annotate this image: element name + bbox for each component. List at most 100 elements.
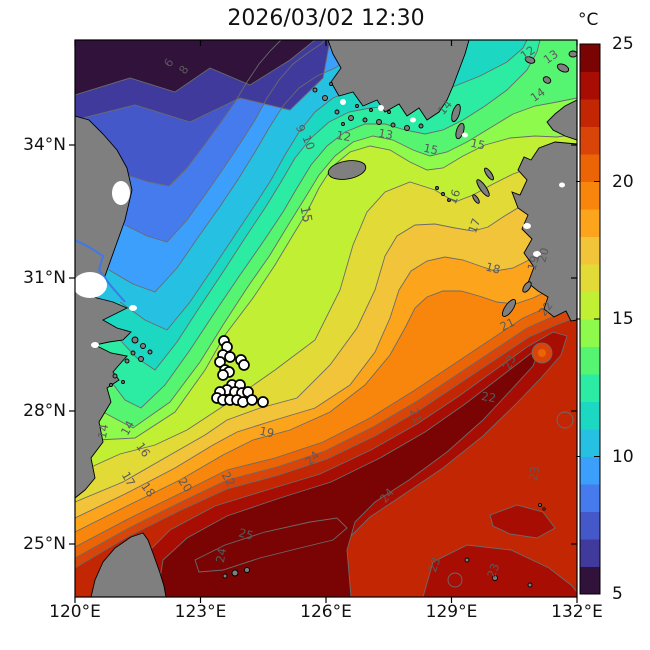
islet [390,122,396,128]
land-china [75,115,133,499]
isotherm-20 [75,297,577,548]
island-goto-2 [484,167,494,181]
y-tick-label: 28°N [23,401,66,421]
islet [138,356,144,362]
isotherm-21 [75,307,577,559]
islet [355,104,359,108]
buoy-marker [238,359,250,371]
land-taiwan [90,532,167,597]
isotherm-22 [75,316,577,569]
contour-label: 19 [258,424,275,441]
contour-label: 18 [484,259,502,276]
contour-label: 19 [524,254,541,272]
islet [121,380,125,384]
islet [538,503,542,507]
contour-label: 23 [500,353,519,372]
buoy-marker [217,369,229,381]
colorbar-tick-label: 25 [612,34,634,54]
land-honshu [546,99,577,141]
contour-label: 17 [119,469,138,489]
islet [369,108,373,112]
colorbar-unit-label: °C [578,10,599,30]
isotherm-25 [194,517,348,573]
islet [130,350,136,356]
y-tick-label: 25°N [23,534,66,554]
island-jeju [327,160,367,180]
isotherm-7 [75,40,331,123]
land-layer [75,40,577,597]
islet [131,336,139,344]
contour-label: 16 [445,187,463,206]
yangtze-river [75,239,126,303]
islet [441,192,445,196]
colorbar-tick-label: 10 [612,446,634,467]
island-goto-1 [476,179,490,197]
island-oki-3 [556,63,570,73]
contour-label: 13 [541,47,561,67]
islet [312,87,318,93]
islet [124,358,130,364]
island-okinawa [501,299,517,317]
isotherm-12 [119,40,528,371]
contour-lines [75,40,577,588]
contour-label: 23 [425,555,443,574]
x-tick-label: 132°E [551,602,603,622]
contour-label: 23 [484,561,502,580]
islet [362,117,368,123]
islet [435,186,439,190]
islet [542,507,546,511]
y-tick-label: 31°N [23,268,66,288]
isotherm-15 [96,133,577,441]
contour-label: 22 [480,389,497,405]
isotherm-14 [102,97,577,429]
contour-label: 14 [528,85,548,105]
islet [109,383,113,387]
island-tsushima-n [451,103,461,123]
contour-label: 20 [175,475,195,495]
buoy-marker [257,396,269,408]
map-title: 2026/03/02 12:30 [227,6,425,31]
x-tick-label: 126°E [300,602,352,622]
colorbar-tick-label: 20 [612,171,634,192]
islet [348,115,354,121]
island-goto-3 [472,194,480,204]
contour-label: 25 [237,525,255,542]
isotherm-16 [88,153,577,469]
contour-label: 16 [133,440,153,460]
isotherm-17 [75,189,577,503]
islet [222,573,228,579]
isotherm-8 [126,40,282,187]
contour-label: 17 [465,216,483,235]
x-tick-label: 120°E [49,602,101,622]
buoy-marker [246,394,258,406]
contour-label: 21 [407,406,425,425]
islet [231,569,239,577]
islet [244,567,250,573]
no-data-patches [75,99,565,348]
buoy-marker [224,351,236,363]
islet [112,373,118,379]
isotherm-13 [109,40,541,409]
island-oki-4 [568,50,577,58]
contour-label: 21 [498,315,517,334]
colorbar-tick-label: 5 [612,584,623,604]
islet [404,125,410,131]
contour-label: 15 [297,205,315,224]
islet [334,109,340,115]
contour-label: 14 [118,418,137,438]
contour-label: 12 [335,128,352,144]
contour-label: 13 [377,126,394,142]
contour-label: 22 [536,299,556,319]
contour-label: 15 [422,141,439,158]
y-tick-label: 34°N [23,135,66,155]
islet [376,119,382,125]
islet [140,343,146,349]
islet [387,110,391,114]
contour-label: 22 [219,469,238,489]
islet [464,557,470,563]
contour-label: 24 [213,547,229,564]
